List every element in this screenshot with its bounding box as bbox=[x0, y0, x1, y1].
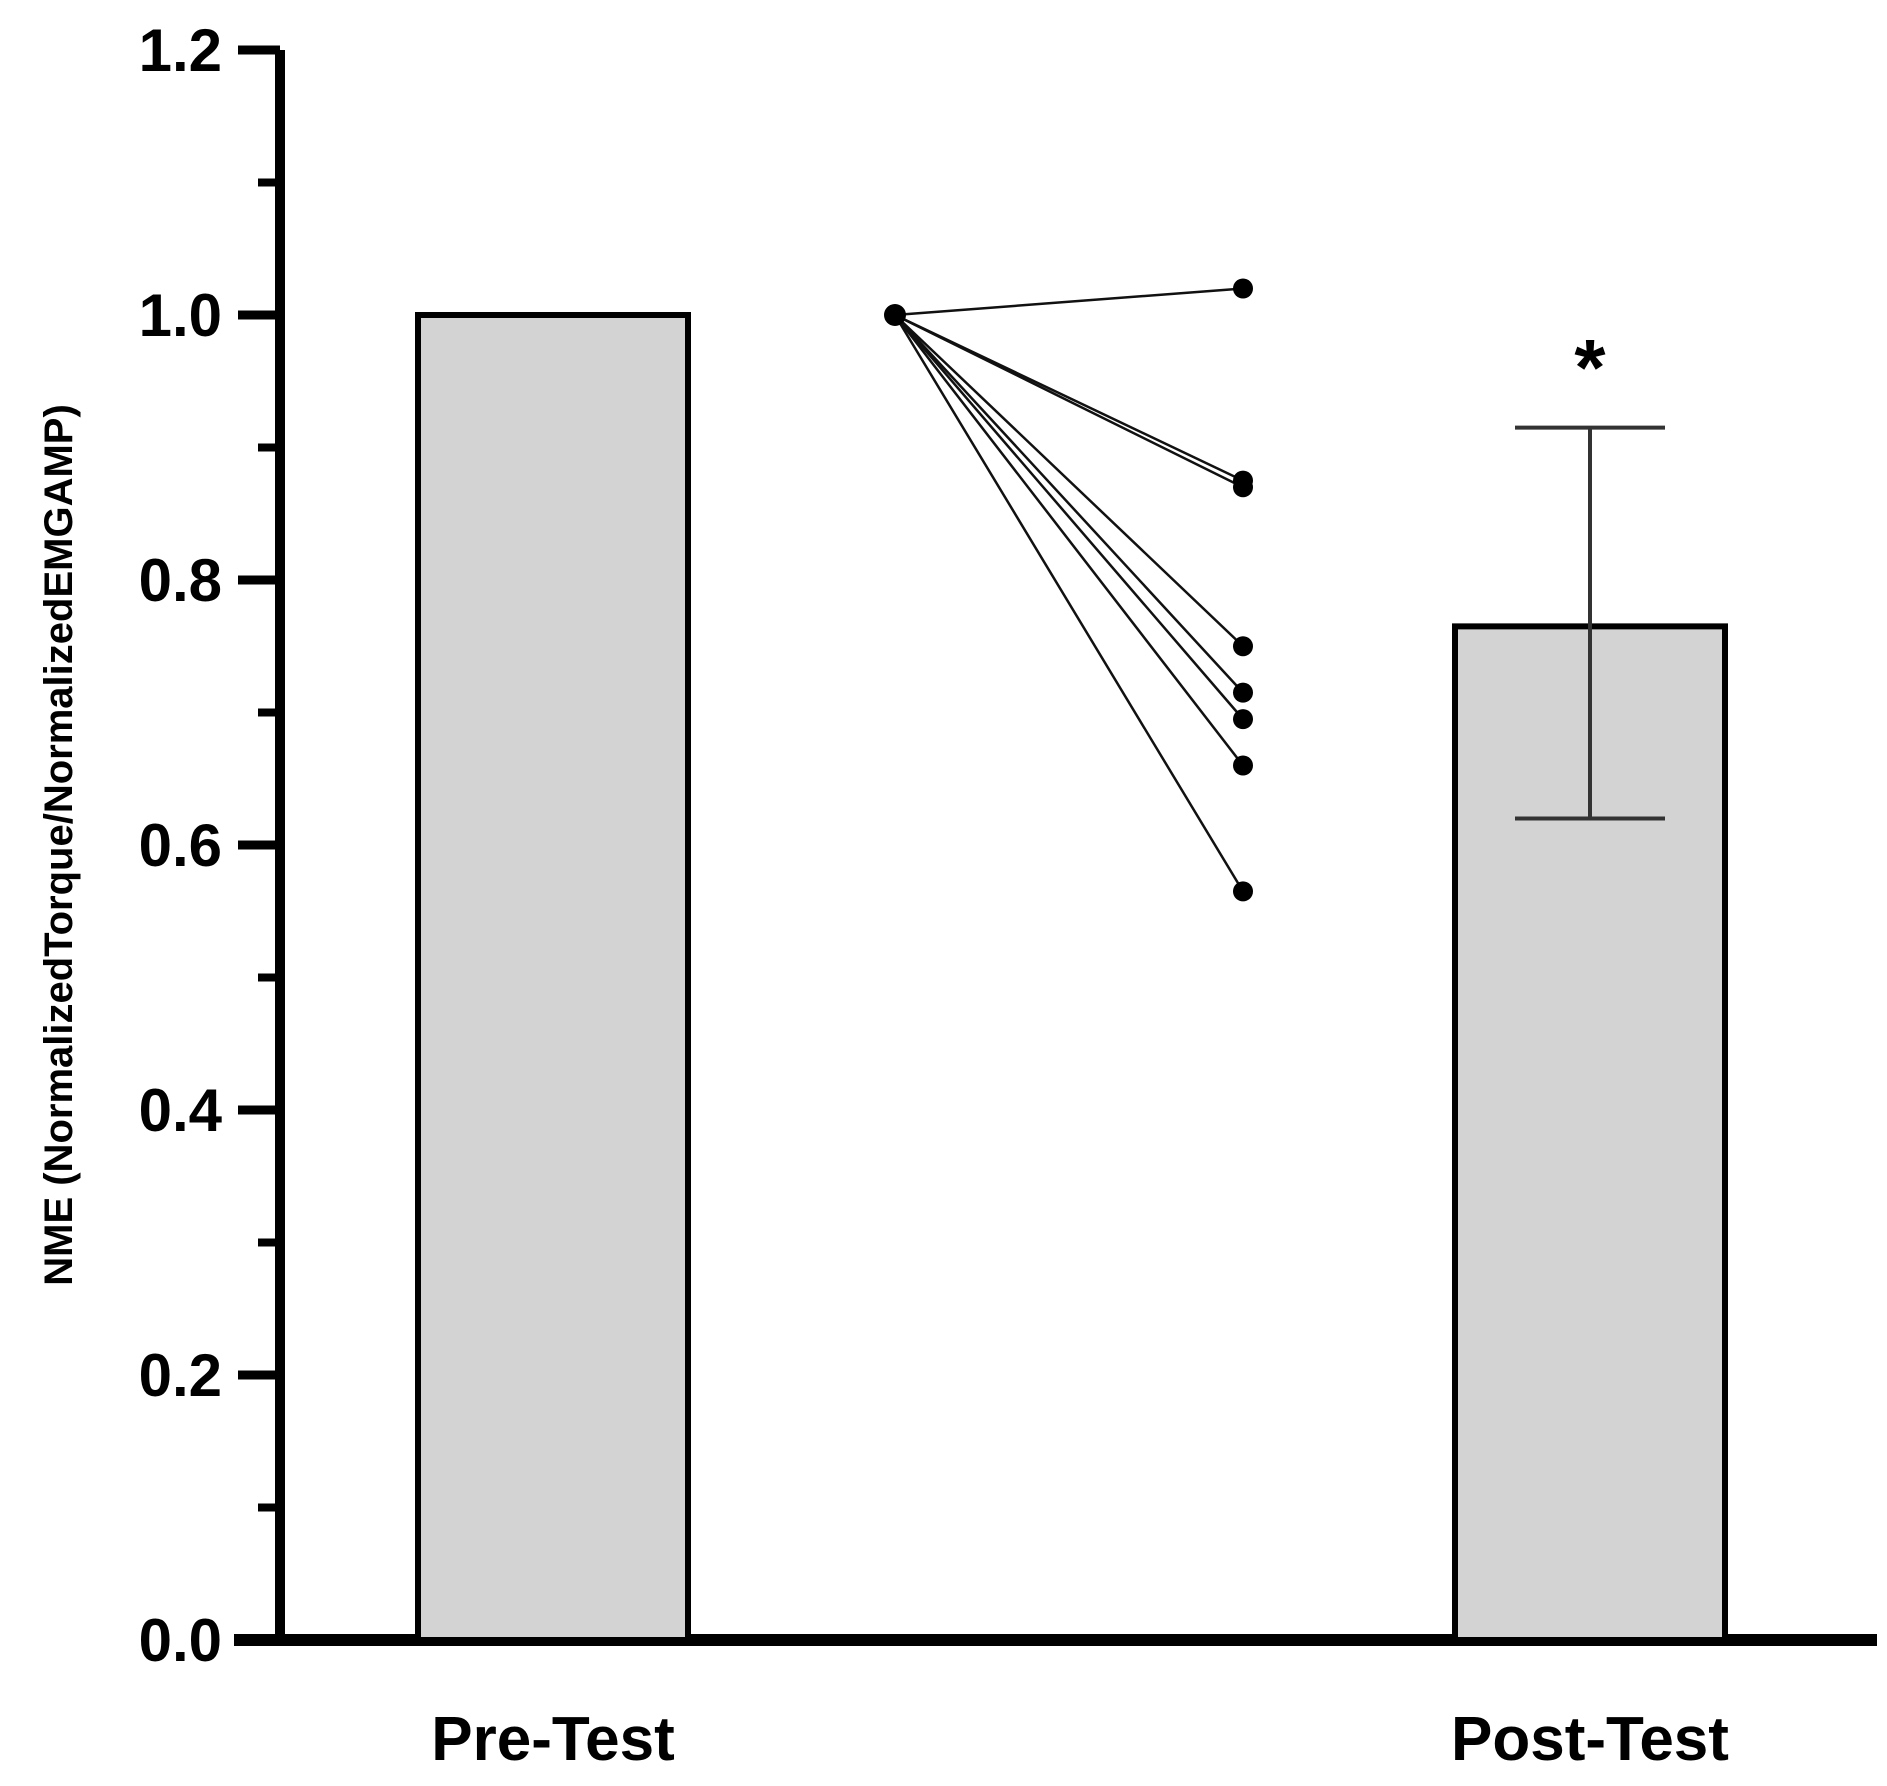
y-axis: 0.0 0.2 0.4 0.6 0.8 1.0 1.2 bbox=[139, 17, 285, 1674]
error-bars bbox=[1515, 425, 1665, 821]
paired-line bbox=[894, 287, 1244, 317]
paired-line bbox=[893, 314, 1245, 893]
bars bbox=[415, 312, 1728, 1643]
post-point bbox=[1233, 636, 1253, 657]
post-point bbox=[1233, 477, 1253, 498]
y-tick-label: 0.6 bbox=[139, 812, 222, 879]
y-tick-label: 1.2 bbox=[139, 17, 222, 84]
y-tick-label: 1.0 bbox=[139, 282, 222, 349]
pre-point bbox=[884, 304, 906, 326]
x-category-label: Pre-Test bbox=[431, 1705, 675, 1774]
y-tick-label: 0.4 bbox=[139, 1077, 223, 1144]
paired-line bbox=[894, 313, 1244, 489]
y-tick-label: 0.2 bbox=[139, 1342, 222, 1409]
x-category-label: Post-Test bbox=[1451, 1705, 1729, 1774]
post-point bbox=[1233, 881, 1253, 902]
post-point bbox=[1233, 682, 1253, 703]
post-point bbox=[1233, 278, 1253, 299]
significance-annotation: * bbox=[1574, 323, 1606, 412]
paired-line bbox=[894, 314, 1244, 720]
y-tick-label: 0.0 bbox=[139, 1607, 222, 1674]
y-axis-label: NME (NormalizedTorque/NormalizedEMGAMP) bbox=[37, 404, 81, 1286]
bar-pre-test bbox=[415, 312, 691, 1643]
paired-line bbox=[894, 314, 1244, 648]
paired-lines bbox=[884, 278, 1253, 902]
y-tick-label: 0.8 bbox=[139, 547, 222, 614]
post-point bbox=[1233, 755, 1253, 776]
post-point bbox=[1233, 709, 1253, 730]
labels: Pre-Test Post-Test bbox=[431, 1705, 1729, 1774]
paired-line bbox=[894, 314, 1244, 767]
paired-line bbox=[894, 314, 1244, 694]
